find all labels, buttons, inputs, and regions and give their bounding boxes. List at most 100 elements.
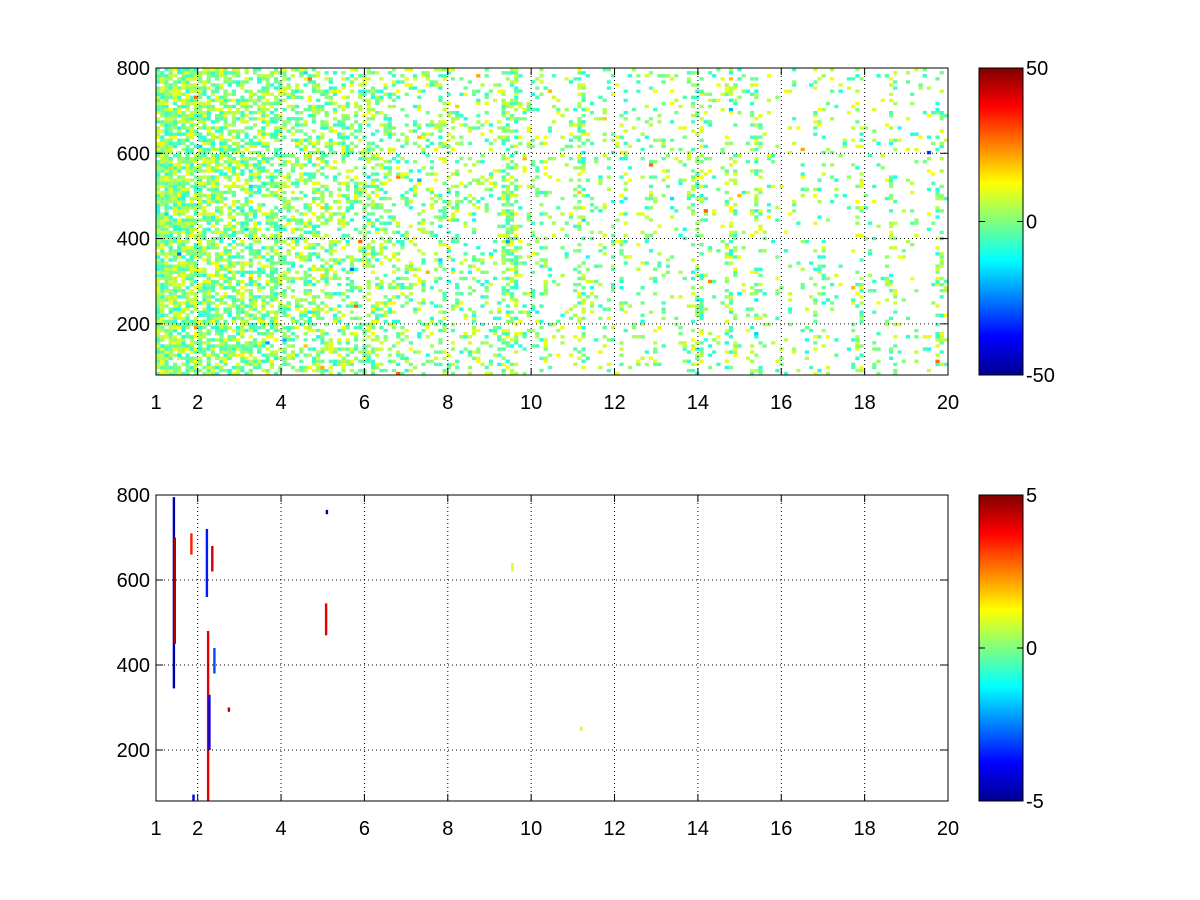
heatmap-cell — [627, 178, 632, 182]
heatmap-cell — [295, 276, 300, 281]
heatmap-cell — [480, 258, 485, 262]
heatmap-cell — [518, 344, 523, 348]
heatmap-cell — [164, 243, 169, 247]
heatmap-cell — [509, 129, 515, 133]
heatmap-cell — [189, 292, 194, 296]
heatmap-cell — [185, 83, 190, 87]
heatmap-cell — [358, 350, 363, 354]
heatmap-cell — [236, 83, 241, 87]
heatmap-cell — [185, 368, 190, 373]
heatmap-cell — [210, 286, 215, 290]
heatmap-cell — [168, 120, 173, 124]
heatmap-cell — [750, 368, 755, 373]
heatmap-cell — [177, 368, 182, 373]
heatmap-cell — [442, 328, 447, 333]
heatmap-cell — [362, 344, 367, 348]
heatmap-cell — [434, 362, 439, 367]
heatmap-cell — [274, 356, 279, 360]
heatmap-cell — [682, 95, 687, 99]
heatmap-cell — [227, 215, 232, 219]
heatmap-cell — [691, 304, 696, 308]
heatmap-cell — [206, 341, 211, 345]
heatmap-cell — [370, 310, 376, 314]
heatmap-cell — [362, 258, 367, 262]
heatmap-cell — [581, 286, 586, 290]
heatmap-cell — [358, 92, 363, 96]
heatmap-cell — [341, 95, 346, 99]
heatmap-cell — [375, 178, 380, 182]
heatmap-cell — [349, 89, 354, 93]
heatmap-cell — [219, 301, 224, 305]
heatmap-cell — [240, 212, 245, 216]
heatmap-cell — [236, 147, 241, 152]
heatmap-cell — [198, 270, 203, 274]
heatmap-cell — [244, 224, 249, 228]
heatmap-cell — [240, 273, 245, 278]
heatmap-cell — [269, 209, 274, 213]
heatmap-cell — [522, 154, 527, 158]
heatmap-cell — [623, 89, 628, 93]
heatmap-cell — [522, 169, 527, 173]
heatmap-cell — [265, 227, 270, 231]
heatmap-cell — [450, 120, 456, 124]
heatmap-cell — [345, 239, 350, 244]
heatmap-cell — [156, 353, 161, 357]
heatmap-cell — [156, 206, 161, 210]
heatmap-cell — [661, 101, 666, 106]
heatmap-cell — [699, 138, 704, 142]
heatmap-cell — [328, 307, 333, 311]
heatmap-cell — [678, 332, 683, 336]
heatmap-cell — [413, 184, 418, 189]
heatmap-cell — [501, 209, 506, 213]
heatmap-cell — [480, 322, 485, 327]
heatmap-cell — [198, 203, 203, 207]
heatmap-cell — [206, 126, 211, 130]
heatmap-cell — [324, 249, 329, 253]
heatmap-cell — [341, 83, 346, 87]
heatmap-cell — [299, 322, 304, 327]
heatmap-cell — [257, 221, 262, 225]
heatmap-cell — [299, 117, 304, 121]
heatmap-cell — [168, 332, 173, 336]
heatmap-cell — [324, 347, 329, 351]
heatmap-cell — [682, 344, 687, 348]
heatmap-cell — [619, 362, 624, 367]
heatmap-cell — [185, 301, 190, 305]
heatmap-cell — [691, 184, 696, 189]
heatmap-cell — [215, 243, 220, 247]
heatmap-cell — [210, 104, 215, 109]
heatmap-cell — [252, 175, 258, 179]
heatmap-cell — [282, 160, 287, 164]
heatmap-cell — [286, 221, 291, 225]
heatmap-cell — [219, 190, 224, 195]
heatmap-cell — [303, 157, 308, 161]
heatmap-cell — [189, 141, 194, 146]
heatmap-cell — [223, 98, 228, 103]
heatmap-cell — [307, 98, 312, 103]
heatmap-cell — [552, 233, 557, 238]
heatmap-cell — [261, 270, 266, 274]
heatmap-cell — [467, 80, 472, 84]
heatmap-cell — [210, 368, 215, 373]
heatmap-cell — [210, 325, 215, 330]
heatmap-cell — [362, 224, 367, 228]
heatmap-cell — [282, 362, 287, 367]
heatmap-cell — [168, 371, 173, 376]
heatmap-cell — [164, 209, 169, 213]
heatmap-cell — [181, 209, 186, 213]
heatmap-cell — [248, 282, 253, 287]
heatmap-cell — [648, 71, 654, 75]
heatmap-cell — [181, 68, 186, 72]
heatmap-cell — [366, 243, 371, 247]
heatmap-cell — [358, 157, 363, 161]
heatmap-cell — [741, 246, 746, 250]
heatmap-cell — [328, 218, 333, 222]
heatmap-cell — [366, 150, 371, 155]
heatmap-cell — [691, 292, 696, 296]
heatmap-cell — [269, 246, 274, 250]
heatmap-cell — [341, 233, 346, 238]
heatmap-cell — [644, 239, 649, 244]
heatmap-cell — [644, 206, 649, 210]
heatmap-cell — [202, 101, 207, 106]
heatmap-cell — [358, 239, 363, 244]
